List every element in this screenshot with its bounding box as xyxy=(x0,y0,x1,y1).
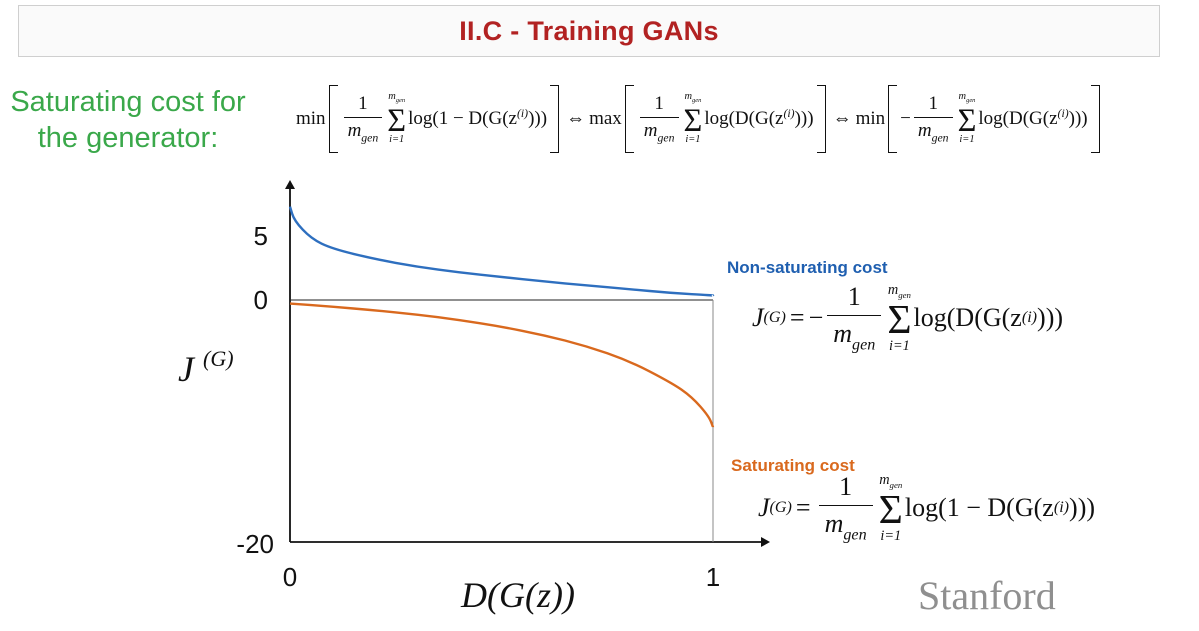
right-bracket xyxy=(1090,85,1100,153)
non-saturating-cost-line xyxy=(288,206,715,297)
summation: mgen Σ i=1 xyxy=(387,91,407,146)
y-tick-label: -20 xyxy=(236,529,274,559)
slide-title: II.C - Training GANs xyxy=(459,15,719,46)
log-term: log(1 − D(G(z(i)))) xyxy=(408,107,548,130)
summation: mgen Σ i=1 xyxy=(887,281,912,355)
summation: mgen Σ i=1 xyxy=(957,91,977,146)
x-axis-label: D(G(z)) xyxy=(460,575,575,615)
fraction: 1 mgen xyxy=(343,93,383,145)
x-tick-label: 1 xyxy=(706,562,720,592)
left-bracket xyxy=(624,85,634,153)
fraction: 1 mgen xyxy=(913,93,953,145)
left-bracket xyxy=(888,85,898,153)
title-box: II.C - Training GANs xyxy=(18,5,1160,57)
summation: mgen Σ i=1 xyxy=(683,91,703,146)
minus-sign: − xyxy=(900,108,911,129)
log-term: log(D(G(z(i)))) xyxy=(704,107,814,130)
y-axis-label-superscript: (G) xyxy=(203,346,234,371)
saturating-cost-caption: Saturating cost for the generator: xyxy=(10,86,246,154)
iff-symbol: ⇔ xyxy=(832,108,852,129)
saturating-cost-equation: min 1 mgen mgen Σ i=1 log(1 − D(G(z(i)))… xyxy=(296,74,1181,164)
right-bracket xyxy=(550,85,560,153)
saturating-cost-line xyxy=(289,302,715,428)
left-bracket xyxy=(328,85,338,153)
saturating-cost-equation-right: J (G) = 1 mgen mgen Σ i=1 log(1 − D(G(z (i… xyxy=(758,471,1096,545)
fraction: 1 mgen xyxy=(818,472,873,544)
right-bracket xyxy=(816,85,826,153)
non-saturating-cost-equation: J (G) = − 1 mgen mgen Σ i=1 log(D(G(z (i))… xyxy=(752,281,1064,355)
stanford-watermark: Stanford xyxy=(918,573,1056,618)
fraction: 1 mgen xyxy=(639,93,679,145)
iff-symbol: ⇔ xyxy=(566,108,586,129)
min-operator: min xyxy=(855,108,886,129)
x-tick-label: 0 xyxy=(283,562,297,592)
y-tick-label: 5 xyxy=(254,221,268,251)
fraction: 1 mgen xyxy=(827,282,882,354)
min-operator: min xyxy=(296,108,326,129)
y-tick-label: 0 xyxy=(254,285,268,315)
log-term: log(D(G(z(i)))) xyxy=(978,107,1088,130)
saturating-cost-label: Saturating cost xyxy=(731,456,855,475)
non-saturating-cost-label: Non-saturating cost xyxy=(727,258,888,277)
max-operator: max xyxy=(589,108,622,129)
summation: mgen Σ i=1 xyxy=(878,471,903,545)
y-axis-label: J xyxy=(178,349,196,389)
